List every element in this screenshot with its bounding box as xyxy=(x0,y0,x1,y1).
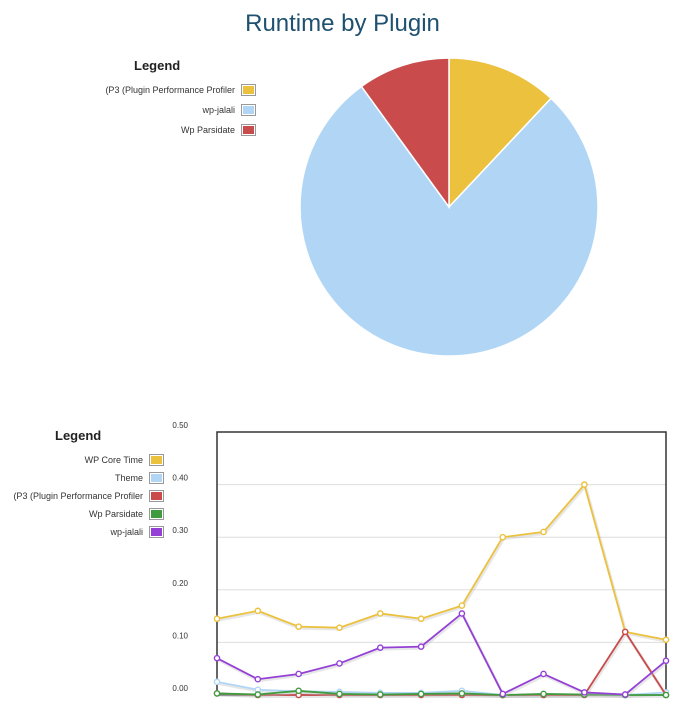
series-point xyxy=(499,690,507,698)
y-tick-label: 0.40 xyxy=(172,474,188,483)
series-point xyxy=(213,615,221,623)
series-point xyxy=(540,690,547,698)
series-line xyxy=(216,689,666,696)
series-line xyxy=(216,612,667,696)
line-legend-item: (P3 (Plugin Performance Profiler xyxy=(13,490,164,502)
series-shadow xyxy=(217,612,668,698)
y-tick-label: 0.10 xyxy=(172,631,188,640)
line-legend-swatch xyxy=(149,454,164,466)
series-point xyxy=(417,643,425,650)
line-legend-swatch xyxy=(149,508,164,520)
series-shadow xyxy=(217,630,669,698)
series-shadow xyxy=(217,482,668,643)
series-point xyxy=(295,670,302,678)
series-point xyxy=(540,528,547,536)
line-legend-label: WP Core Time xyxy=(84,455,143,465)
pie-legend-swatch xyxy=(241,124,256,136)
line-legend-label: Theme xyxy=(114,473,143,483)
series-point xyxy=(621,691,629,698)
series-line xyxy=(216,482,667,641)
series-point xyxy=(295,623,302,630)
series-point xyxy=(458,602,466,609)
line-legend-title: Legend xyxy=(55,428,102,443)
line-legend-label: wp-jalali xyxy=(110,527,143,537)
series-point xyxy=(336,690,343,698)
series-point xyxy=(581,689,588,696)
series-point xyxy=(540,670,547,678)
pie-slice xyxy=(360,57,450,210)
plot-frame xyxy=(216,431,667,696)
series-point xyxy=(499,533,507,541)
pie-legend-swatch xyxy=(241,104,256,116)
pie-legend-label: wp-jalali xyxy=(202,105,235,115)
series-point xyxy=(458,690,466,697)
pie-legend: Legend (P3 (Plugin Performance Profiler wp… xyxy=(80,58,260,138)
y-tick-label: 0.00 xyxy=(172,684,188,693)
pie-legend-item: Wp Parsidate xyxy=(181,124,256,136)
series-point xyxy=(662,657,670,665)
pie-legend-label: (P3 (Plugin Performance Profiler xyxy=(105,85,235,95)
pie-legend-label: Wp Parsidate xyxy=(180,125,235,135)
series-point xyxy=(621,628,629,636)
series-line xyxy=(216,630,667,696)
series-point xyxy=(376,610,384,617)
line-legend-item: Wp Parsidate xyxy=(89,508,164,520)
pie-legend-title: Legend xyxy=(134,58,181,73)
line-legend-swatch xyxy=(149,472,164,484)
line-legend-label: (P3 (Plugin Performance Profiler xyxy=(13,491,143,501)
series-point xyxy=(417,615,425,623)
series-point xyxy=(376,644,384,651)
series-point xyxy=(581,481,588,488)
pie-slice xyxy=(299,85,599,357)
series-point xyxy=(254,675,262,683)
series-point xyxy=(213,654,221,662)
pie-legend-swatch xyxy=(241,84,256,96)
series-point xyxy=(336,660,343,667)
series-point xyxy=(417,690,425,698)
line-legend: Legend WP Core Time Theme (P3 (Plugin Perfo… xyxy=(10,428,170,540)
series-shadow xyxy=(217,690,667,699)
line-legend-label: Wp Parsidate xyxy=(88,509,143,519)
line-legend-swatch xyxy=(149,490,164,502)
y-tick-label: 0.30 xyxy=(172,526,188,535)
pie-legend-item: (P3 (Plugin Performance Profiler xyxy=(105,84,256,96)
series-point xyxy=(213,678,221,686)
series-point xyxy=(336,624,343,631)
series-point xyxy=(376,691,384,698)
series-point xyxy=(662,636,670,644)
pie-slice xyxy=(448,57,553,209)
line-legend-item: WP Core Time xyxy=(85,454,164,466)
series-point xyxy=(458,610,466,617)
line-legend-item: Theme xyxy=(115,472,164,484)
series-point xyxy=(295,687,302,695)
pie-chart-title: Runtime by Plugin xyxy=(245,10,440,37)
series-point xyxy=(254,607,262,615)
series-point xyxy=(254,691,262,698)
line-legend-item: wp-jalali xyxy=(110,526,164,538)
series-point xyxy=(662,691,670,699)
y-tick-label: 0.50 xyxy=(172,421,188,430)
line-legend-swatch xyxy=(149,526,164,538)
series-point xyxy=(213,690,221,697)
y-tick-label: 0.20 xyxy=(172,579,188,588)
pie-legend-item: wp-jalali xyxy=(202,104,256,116)
